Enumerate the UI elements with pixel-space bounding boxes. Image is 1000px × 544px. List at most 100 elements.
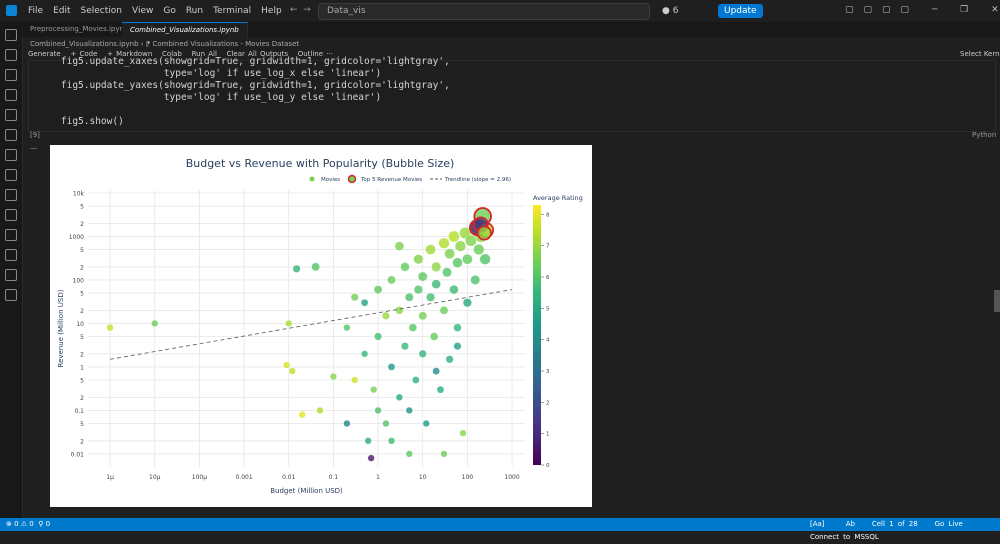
- icon[interactable]: [5, 189, 17, 201]
- bubble: [298, 411, 306, 419]
- search-box[interactable]: Data_vis: [318, 3, 650, 20]
- bubble: [445, 355, 454, 364]
- kernel-picker[interactable]: Select Kernel: [960, 50, 1000, 58]
- scrollbar[interactable]: [994, 290, 1000, 312]
- status-item[interactable]: Cell 1 of 28: [871, 520, 918, 528]
- crumb[interactable]: Combined_Visualizations.ipynb: [30, 40, 139, 48]
- code-line: fig5.show(): [38, 116, 124, 127]
- y-tick-label: 5: [80, 247, 84, 254]
- bubble: [151, 319, 159, 328]
- y-tick-label: 1: [80, 364, 84, 371]
- badge[interactable]: ● 6: [662, 6, 679, 16]
- bubble: [292, 264, 301, 273]
- bubble: [350, 293, 359, 302]
- status-right: [Aa] Ab Cell 1 of 28 Go Live Connect to …: [810, 518, 1000, 544]
- window-controls[interactable]: ▢▢▢▢ ─ ❐ ✕: [845, 5, 1000, 15]
- bubble: [387, 275, 396, 285]
- icon[interactable]: [5, 269, 17, 281]
- update-button[interactable]: Update: [718, 4, 763, 18]
- code-line: fig5.update_yaxes(showgrid=True, gridwid…: [38, 80, 450, 91]
- status-item[interactable]: ⊗ 0 ⚠ 0 ⚲ 0: [6, 520, 51, 528]
- tab-bar: Preprocessing_Movies.ipynb Combined_Visu…: [22, 22, 1000, 38]
- x-tick-label: 1μ: [106, 474, 114, 481]
- notebook-toolbar: Generate + Code + Markdown Colab Run All…: [28, 50, 333, 58]
- bubble: [361, 350, 369, 358]
- tool[interactable]: Outline: [297, 50, 324, 58]
- tool[interactable]: Colab: [162, 50, 182, 58]
- icon[interactable]: [5, 109, 17, 121]
- icon[interactable]: [5, 89, 17, 101]
- legend-label: Top 5 Revenue Movies: [360, 177, 422, 183]
- icon[interactable]: [5, 49, 17, 61]
- icon[interactable]: [5, 289, 17, 301]
- bubble: [442, 267, 452, 278]
- code-cell[interactable]: [28, 60, 996, 132]
- colorbar-tick-label: 2: [546, 400, 550, 406]
- bubble: [462, 298, 472, 308]
- icon[interactable]: [5, 149, 17, 161]
- y-tick-label: 10: [76, 321, 84, 328]
- menu-item[interactable]: View: [131, 6, 154, 16]
- bubble: [432, 367, 440, 375]
- output-collapse[interactable]: —: [30, 144, 37, 152]
- status-item[interactable]: [Aa]: [810, 520, 825, 528]
- x-tick-label: 100: [462, 474, 474, 481]
- badge-count: 6: [672, 6, 679, 16]
- bubble: [417, 271, 428, 282]
- icon[interactable]: [5, 129, 17, 141]
- tool[interactable]: Run All: [191, 50, 217, 58]
- icon[interactable]: [5, 29, 17, 41]
- icon[interactable]: [5, 69, 17, 81]
- tab-active[interactable]: Combined_Visualizations.ipynb: [122, 22, 248, 38]
- y-tick-label: 2: [80, 395, 84, 402]
- tool[interactable]: Clear All Outputs: [226, 50, 288, 58]
- bubble: [329, 372, 337, 381]
- status-item[interactable]: Go Live: [934, 520, 963, 528]
- tool[interactable]: + Code: [70, 50, 98, 58]
- status-item[interactable]: Connect to MSSQL: [810, 533, 879, 541]
- crumb[interactable]: Combined Visualizations - Movies Dataset: [152, 40, 300, 48]
- bubble: [405, 406, 413, 415]
- menu-item[interactable]: Edit: [53, 6, 71, 16]
- bubble: [436, 385, 445, 394]
- bubble: [343, 419, 351, 428]
- x-tick-label: 0.01: [282, 474, 296, 481]
- colorbar-tick-label: 3: [546, 369, 550, 375]
- menu-item[interactable]: Terminal: [213, 6, 252, 16]
- nav-arrows[interactable]: ← →: [290, 5, 311, 15]
- y-tick-label: 100: [73, 277, 85, 284]
- tool[interactable]: + Markdown: [107, 50, 153, 58]
- icon[interactable]: [5, 169, 17, 181]
- icon[interactable]: [5, 229, 17, 241]
- warning-count: 0: [29, 520, 34, 528]
- bubble: [373, 285, 383, 294]
- colorbar-title: Average Rating: [533, 194, 583, 202]
- colorbar: [533, 205, 541, 465]
- x-tick-label: 1: [376, 474, 380, 481]
- bubble: [440, 450, 448, 458]
- tab[interactable]: Preprocessing_Movies.ipynb: [22, 22, 138, 37]
- x-tick-label: 0.001: [235, 474, 252, 481]
- menu-item[interactable]: Run: [185, 6, 204, 16]
- menu-item[interactable]: Help: [261, 6, 282, 16]
- status-item[interactable]: Ab: [845, 520, 855, 528]
- y-tick-label: 10k: [73, 190, 85, 197]
- colorbar-tick-label: 7: [546, 244, 550, 250]
- menu-item[interactable]: Go: [163, 6, 176, 16]
- code-line: fig5.update_xaxes(showgrid=True, gridwid…: [38, 56, 450, 67]
- trendline: [110, 289, 513, 360]
- menu-item[interactable]: Selection: [80, 6, 122, 16]
- search-text: Data_vis: [327, 6, 366, 16]
- x-tick-label: 0.1: [329, 474, 339, 481]
- icon[interactable]: [5, 249, 17, 261]
- bubble: [405, 450, 413, 458]
- bubble: [364, 437, 372, 445]
- colorbar-tick-label: 8: [546, 212, 550, 218]
- icon[interactable]: [5, 209, 17, 221]
- tool[interactable]: Generate: [28, 50, 61, 58]
- menu-item[interactable]: File: [28, 6, 44, 16]
- legend-swatch: [347, 174, 357, 184]
- bubble: [395, 393, 403, 401]
- plot-background: [50, 145, 592, 507]
- bubble: [426, 292, 436, 302]
